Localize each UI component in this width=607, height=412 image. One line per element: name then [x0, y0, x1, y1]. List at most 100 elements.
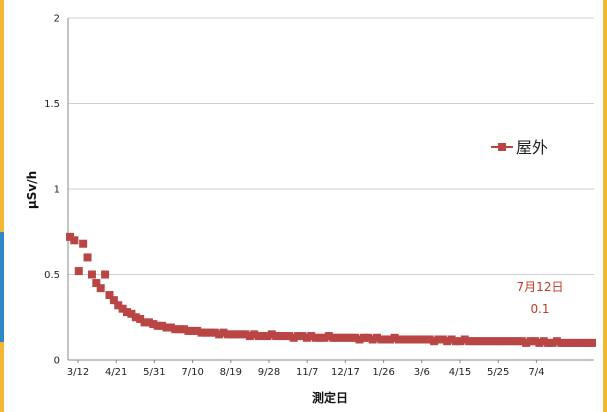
x-tick-label: 4/15 [449, 367, 471, 378]
data-point [373, 333, 382, 342]
data-point [263, 332, 272, 341]
data-point [394, 335, 403, 344]
data-point [583, 338, 592, 347]
axes [67, 18, 594, 361]
series-points [66, 232, 596, 347]
data-point [140, 318, 149, 327]
data-point [171, 325, 180, 334]
legend-marker [498, 143, 506, 151]
data-point [425, 335, 434, 344]
data-point [482, 337, 491, 346]
data-point [241, 330, 250, 339]
data-point [460, 335, 469, 344]
data-point [329, 333, 338, 342]
data-point [469, 337, 478, 346]
data-point [504, 337, 513, 346]
data-point [544, 338, 553, 347]
data-point [201, 328, 210, 337]
data-point [289, 333, 298, 342]
data-point [101, 270, 110, 279]
data-point [368, 335, 377, 344]
data-point [215, 330, 224, 339]
data-point [180, 325, 189, 334]
x-tick-label: 1/26 [372, 367, 394, 378]
data-point [79, 239, 88, 248]
data-point [403, 335, 412, 344]
data-point [539, 337, 548, 346]
y-tick-labels: 0 0.5 1 1.5 2 [44, 14, 60, 367]
data-point [105, 291, 114, 300]
data-point [438, 335, 447, 344]
x-tick-labels: 3/12 4/21 5/31 7/10 8/19 9/28 11/7 12/17 1/26 3/6… [67, 360, 544, 378]
data-point [272, 332, 281, 341]
left-edge-blue [0, 232, 4, 342]
data-point [342, 333, 351, 342]
data-point [144, 318, 153, 327]
x-tick-label: 12/17 [331, 367, 360, 378]
data-point [136, 314, 145, 323]
right-edge-yellow [603, 0, 607, 412]
legend-label: 屋外 [516, 138, 548, 157]
data-point [210, 328, 219, 337]
data-point [443, 337, 452, 346]
data-point [96, 284, 105, 293]
data-point [416, 335, 425, 344]
annotation-value: 0.1 [530, 302, 549, 316]
data-point [254, 332, 263, 341]
data-point [517, 337, 526, 346]
data-point [153, 321, 162, 330]
data-point [421, 335, 430, 344]
data-point [188, 326, 197, 335]
left-edge-accent [0, 0, 4, 412]
left-edge-yellow-top [0, 0, 4, 232]
data-point [206, 328, 215, 337]
data-point [166, 323, 175, 332]
data-point [162, 323, 171, 332]
x-tick-label: 3/6 [414, 367, 430, 378]
data-point [307, 332, 316, 341]
data-point [561, 338, 570, 347]
data-point [522, 338, 531, 347]
y-tick-label: 0 [54, 356, 60, 367]
data-point [548, 338, 557, 347]
grid-lines [68, 17, 594, 275]
x-tick-label: 7/10 [181, 367, 203, 378]
data-point [487, 337, 496, 346]
data-point [513, 337, 522, 346]
annotation-date: 7月12日 [517, 280, 564, 294]
x-tick-label: 9/28 [258, 367, 280, 378]
data-point [566, 338, 575, 347]
data-point [495, 337, 504, 346]
data-point [478, 337, 487, 346]
data-point [320, 333, 329, 342]
data-point [333, 333, 342, 342]
data-point [131, 313, 140, 322]
y-tick-label: 0.5 [44, 270, 60, 281]
data-point [399, 335, 408, 344]
data-point [259, 332, 268, 341]
data-point [588, 338, 596, 347]
data-point [276, 332, 285, 341]
data-point [118, 304, 127, 313]
data-point [430, 337, 439, 346]
x-tick-label: 5/31 [143, 367, 165, 378]
left-edge-yellow-bottom [0, 342, 4, 412]
data-point [570, 338, 579, 347]
data-point [364, 333, 373, 342]
data-point [408, 335, 417, 344]
data-point [237, 330, 246, 339]
data-point [294, 332, 303, 341]
data-point [92, 279, 101, 288]
data-point [434, 335, 443, 344]
data-point [552, 337, 561, 346]
data-point [535, 338, 544, 347]
x-tick-label: 11/7 [296, 367, 318, 378]
data-point [175, 325, 184, 334]
data-point [377, 335, 386, 344]
data-point [359, 333, 368, 342]
x-axis-title: 測定日 [312, 390, 348, 405]
data-point [557, 338, 566, 347]
data-point [223, 330, 232, 339]
data-point [324, 332, 333, 341]
